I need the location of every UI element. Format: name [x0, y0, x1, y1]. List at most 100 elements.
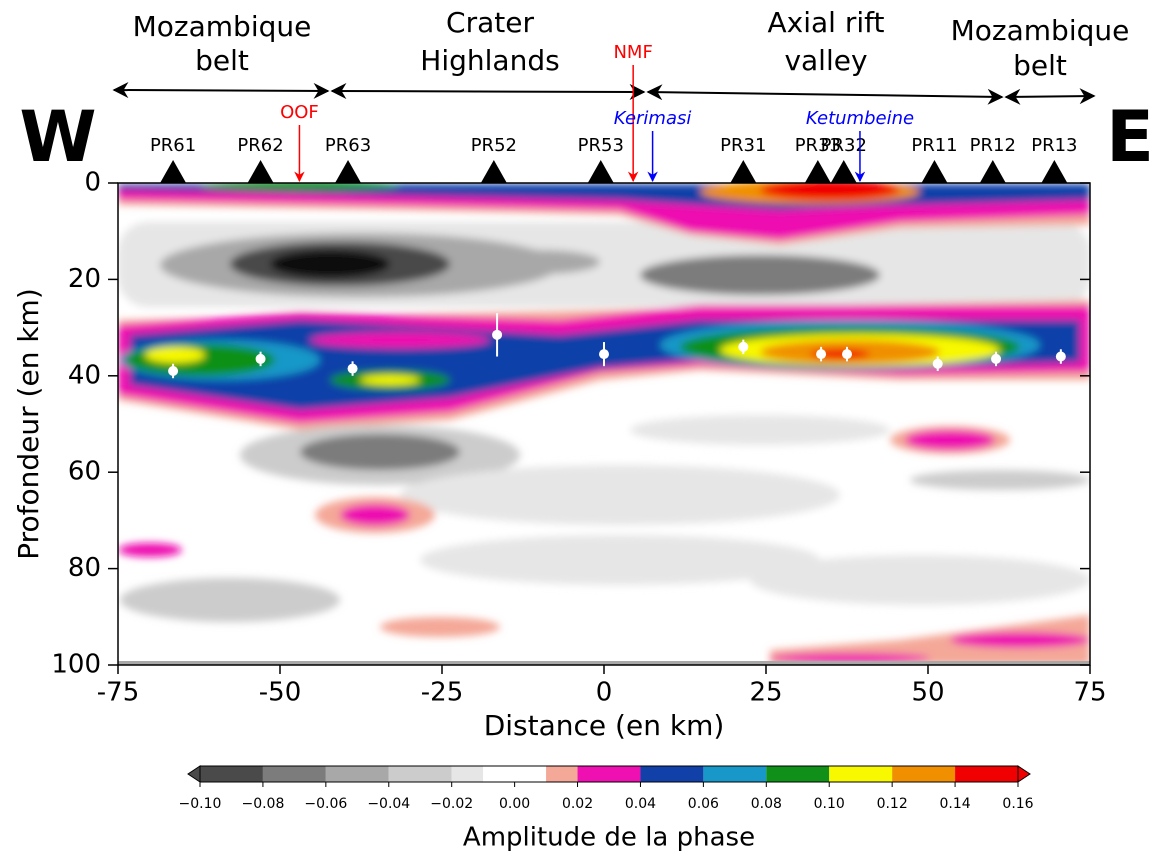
side-label: E [1106, 96, 1153, 178]
colorbar-segment [829, 766, 893, 782]
colorbar-segment [200, 766, 263, 782]
y-tick-label: 80 [68, 553, 101, 583]
station-marker [160, 160, 187, 183]
point [991, 353, 1002, 364]
colorbar-tick-label: 0.10 [814, 796, 845, 812]
point [816, 349, 827, 360]
colorbar-segment [262, 766, 326, 782]
fault-label: NMF [613, 42, 652, 63]
station-marker [804, 160, 831, 183]
y-tick-label: 60 [68, 457, 101, 487]
region-label: Mozambique [133, 10, 312, 43]
colorbar-segment [766, 766, 830, 782]
colorbar-frame [199, 765, 1019, 783]
point [347, 363, 358, 374]
colorbar-segment [388, 766, 452, 782]
region-label: Axial rift [768, 6, 885, 39]
region-label: belt [1013, 49, 1067, 82]
fault-label: OOF [280, 102, 319, 123]
station-label: PR61 [150, 135, 196, 156]
station-label: PR11 [911, 135, 957, 156]
station-label: PR62 [237, 135, 283, 156]
x-tick-label: -75 [97, 678, 139, 708]
colorbar-segment [703, 766, 767, 782]
region-label: Crater [446, 6, 534, 39]
y-tick-label: 40 [68, 360, 101, 390]
colorbar-segment [483, 766, 547, 782]
heatmap [118, 183, 1090, 665]
x-tick-label: 25 [749, 678, 782, 708]
station-marker [921, 160, 948, 183]
colorbar-segment [325, 766, 389, 782]
station-marker [730, 160, 757, 183]
volcano-label: Ketumbeine [806, 108, 914, 129]
station-marker [247, 160, 274, 183]
colorbar-segment [577, 766, 641, 782]
y-tick-label: 100 [51, 650, 101, 680]
region-label: Mozambique [951, 14, 1130, 47]
colorbar-segment [640, 766, 704, 782]
colorbar-tick-label: 0.12 [877, 796, 908, 812]
side-label: W [19, 96, 96, 178]
station-marker [830, 160, 857, 183]
region-arrows [112, 82, 1096, 105]
colorbar-segment [546, 766, 578, 782]
station-marker [480, 160, 507, 183]
x-axis-title: Distance (en km) [484, 709, 725, 742]
y-axis-title: Profondeur (en km) [12, 288, 45, 560]
station-label: PR63 [325, 135, 371, 156]
y-tick-label: 0 [84, 168, 101, 198]
station-label: PR53 [578, 135, 624, 156]
y-tick-label: 20 [68, 264, 101, 294]
station-marker [587, 160, 614, 183]
region-label: valley [784, 44, 867, 77]
point [842, 349, 852, 360]
point [255, 353, 266, 364]
colorbar-tick-label: 0.14 [939, 796, 970, 812]
colorbar-title: Amplitude de la phase [463, 823, 755, 853]
colorbar-segment [955, 766, 1018, 782]
colorbar-tick-label: 0.08 [751, 796, 782, 812]
colorbar-tick-label: 0.00 [499, 796, 530, 812]
colorbar-segment [892, 766, 956, 782]
point [168, 365, 179, 376]
point [738, 341, 749, 352]
station-marker [979, 160, 1006, 183]
colorbar-tick-label: −0.06 [304, 796, 347, 812]
x-tick-label: -25 [421, 678, 463, 708]
x-tick-label: -50 [259, 678, 301, 708]
x-tick-label: 0 [596, 678, 613, 708]
colorbar-tick-label: 0.04 [625, 796, 656, 812]
region-arrow [330, 83, 646, 100]
x-tick-label: 75 [1073, 678, 1106, 708]
colorbar-segment [451, 766, 484, 782]
colorbar-tick-label: 0.16 [1002, 796, 1033, 812]
colorbar-tick-label: −0.02 [430, 796, 473, 812]
station-label: PR13 [1031, 135, 1077, 156]
station-marker [335, 160, 362, 183]
colorbar-tick-label: 0.06 [688, 796, 719, 812]
colorbar-tick-label: −0.10 [179, 796, 222, 812]
colorbar-tick-label: −0.04 [367, 796, 410, 812]
station-label: PR52 [471, 135, 517, 156]
station-label: PR33 [795, 135, 841, 156]
x-tick-label: 50 [911, 678, 944, 708]
colorbar-tick-label: 0.02 [562, 796, 593, 812]
colorbar-end [187, 765, 201, 783]
region-arrow [646, 84, 1004, 105]
region-labels: Mozambique belt Crater Highlands Axial r… [133, 6, 1130, 82]
point [599, 349, 609, 360]
region-arrow [112, 82, 330, 99]
station-label: PR32 [821, 135, 867, 156]
volcano-label: Kerimasi [614, 108, 692, 129]
region-label: Highlands [420, 44, 559, 77]
station-marker [1041, 160, 1068, 183]
station-label: PR12 [970, 135, 1016, 156]
colorbar-end [1017, 765, 1031, 783]
station-label: PR31 [720, 135, 766, 156]
region-label: belt [195, 44, 249, 77]
colorbar-tick-label: −0.08 [241, 796, 284, 812]
region-arrow [1004, 88, 1096, 105]
point [932, 358, 943, 369]
point [492, 329, 503, 340]
